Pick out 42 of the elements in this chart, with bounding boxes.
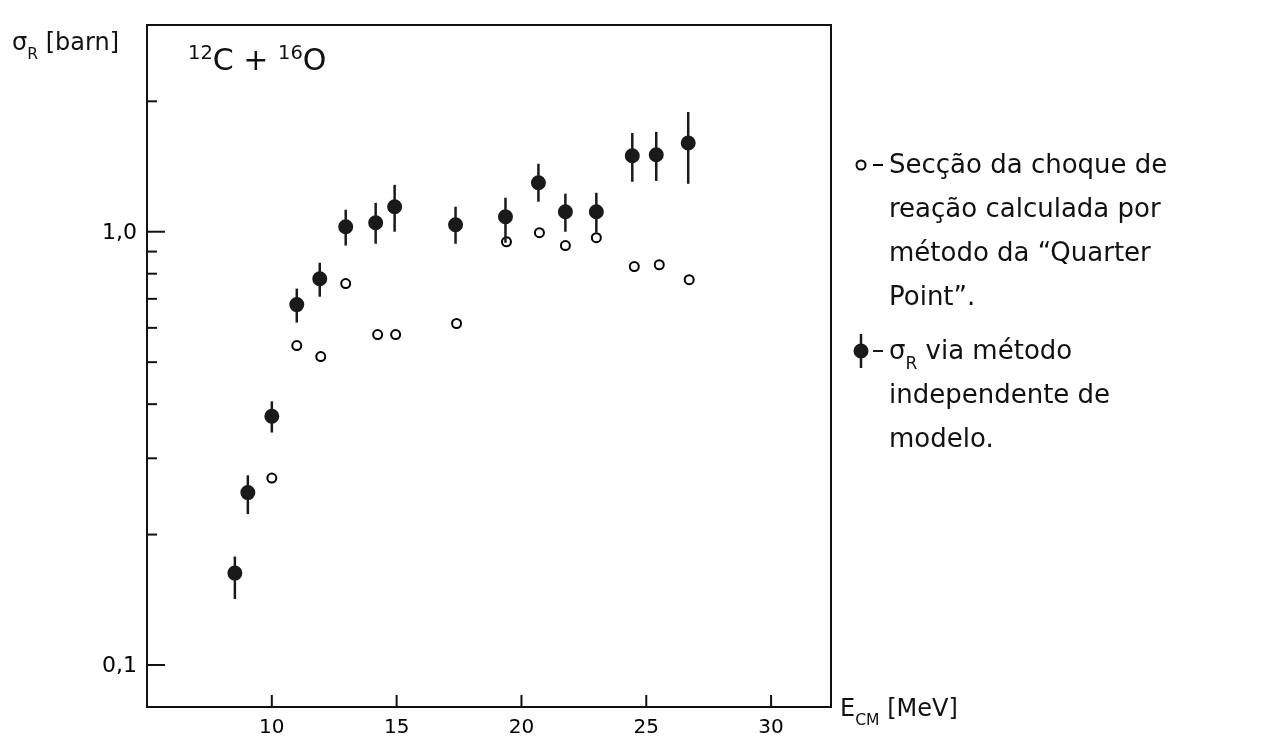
point [680, 135, 696, 151]
point [628, 261, 640, 273]
point [387, 199, 403, 215]
x-tick-label: 25 [633, 714, 659, 738]
x-tick-label: 20 [508, 714, 535, 738]
point [683, 274, 695, 286]
point [291, 340, 303, 352]
y-axis-title: σ$_{R}$ [barn] [12, 28, 120, 63]
point [340, 278, 352, 290]
point [533, 227, 545, 239]
legend-label: Secção da choque de reação calculada por método da “Quarter Point”. [889, 149, 1168, 311]
point [557, 204, 573, 220]
point [240, 485, 256, 501]
point [451, 318, 463, 330]
x-tick-label: 15 [383, 714, 410, 738]
x-tick-label: 10 [259, 714, 285, 738]
point [227, 565, 243, 581]
x-axis-title: E$_{CM}$ [MeV] [840, 694, 958, 729]
point [559, 240, 571, 252]
point [653, 259, 665, 271]
point [497, 209, 513, 225]
point [289, 297, 305, 313]
point [588, 204, 604, 220]
point [368, 215, 384, 231]
point [390, 329, 402, 341]
point [530, 175, 546, 191]
point [312, 271, 328, 287]
legend-label: σ$_{R}$ via método independente de modelo. [889, 335, 1111, 453]
x-tick-label: 30 [758, 714, 784, 738]
point [648, 147, 664, 163]
y-tick-label: 1,0 [102, 218, 137, 244]
point [624, 148, 640, 164]
point [315, 351, 327, 363]
text: $^{12}$C + $^{16}$O [188, 40, 327, 77]
point [448, 217, 464, 233]
point [266, 472, 278, 484]
point [372, 329, 384, 341]
point [338, 219, 354, 235]
point [590, 232, 602, 244]
y-tick-label: 0,1 [102, 652, 137, 678]
point [264, 408, 280, 424]
point [500, 236, 512, 248]
